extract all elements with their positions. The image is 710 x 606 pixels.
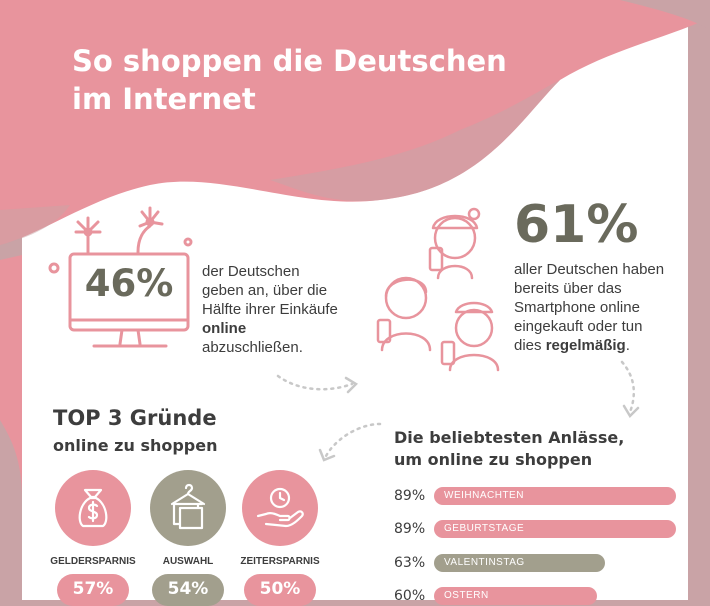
reason-circle-selection	[150, 470, 226, 546]
clothes-icon	[150, 470, 226, 546]
occasions-title-line-1: Die beliebtesten Anlässe,	[394, 428, 625, 447]
occasion-label: OSTERN	[444, 590, 489, 601]
title-line-2: im Internet	[72, 82, 256, 116]
reason-value-money: 57%	[57, 574, 129, 606]
occasion-row: 89% WEIHNACHTEN	[394, 486, 676, 506]
reason-label-time: ZEITERSPARNIS	[240, 556, 320, 567]
occasion-bar	[434, 487, 676, 505]
monitor-stat-text-2: abzuschließen.	[202, 339, 303, 356]
occasion-bar	[434, 520, 676, 538]
smartphone-stat-text: aller Deutschen haben bereits über das S…	[514, 260, 674, 355]
occasion-pct: 89%	[394, 488, 426, 504]
smartphone-stat-text-bold: regelmäßig	[545, 337, 626, 354]
title-line-1: So shoppen die Deutschen	[72, 44, 507, 78]
occasion-label: GEBURTSTAGE	[444, 523, 525, 534]
reasons-subtitle: online zu shoppen	[53, 436, 218, 455]
occasion-label: VALENTINSTAG	[444, 557, 525, 568]
reason-value-time: 50%	[244, 574, 316, 606]
reason-circle-time	[242, 470, 318, 546]
monitor-stat-text: der Deutschen geben an, über die Hälfte …	[202, 262, 342, 357]
smartphone-stat-text-2: .	[625, 337, 630, 354]
people-with-phones-icon	[376, 207, 500, 372]
monitor-stat-text-bold: online	[202, 320, 247, 337]
occasion-pct: 60%	[394, 588, 426, 604]
occasion-row: 60% OSTERN	[394, 586, 654, 606]
reason-label-money: GELDERSPARNIS	[50, 556, 136, 567]
monitor-stat-value: 46%	[84, 262, 174, 305]
occasion-pct: 89%	[394, 521, 426, 537]
time-in-hand-icon	[242, 470, 318, 546]
reasons-title: TOP 3 Gründe	[53, 406, 217, 430]
monitor-icon	[48, 206, 193, 348]
reason-label-selection: AUSWAHL	[162, 556, 214, 567]
reason-circle-money	[55, 470, 131, 546]
smartphone-stat-text-1: aller Deutschen haben bereits über das S…	[514, 261, 665, 354]
occasion-row: 63% VALENTINSTAG	[394, 553, 654, 573]
occasion-bar	[434, 554, 605, 572]
occasion-label: WEIHNACHTEN	[444, 490, 524, 501]
occasion-pct: 63%	[394, 555, 426, 571]
monitor-stat-text-1: der Deutschen geben an, über die Hälfte …	[202, 263, 338, 318]
money-bag-icon	[55, 470, 131, 546]
occasions-title-line-2: um online zu shoppen	[394, 450, 593, 469]
smartphone-stat-value: 61%	[514, 195, 639, 255]
reason-value-selection: 54%	[152, 574, 224, 606]
page-title: So shoppen die Deutschen im Internet	[72, 42, 592, 118]
occasion-row: 89% GEBURTSTAGE	[394, 519, 676, 539]
